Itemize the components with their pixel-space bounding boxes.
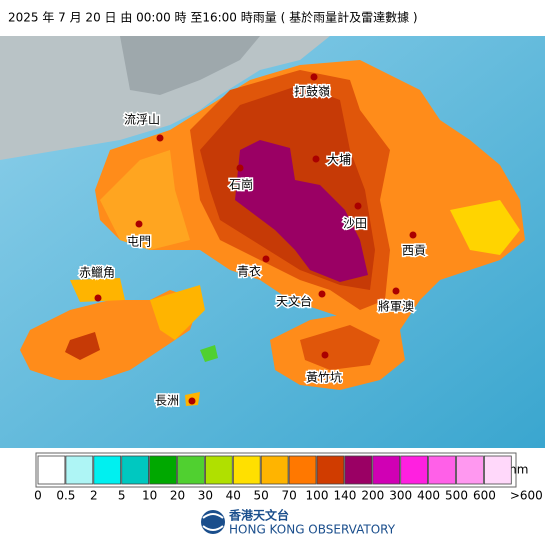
logo-english: HONG KONG OBSERVATORY xyxy=(229,523,396,537)
legend-swatch xyxy=(177,455,205,485)
legend-label: >600 xyxy=(510,489,543,503)
legend-swatch xyxy=(428,455,456,485)
place-label: 赤鱲角 xyxy=(79,266,115,280)
place-label: 黃竹坑 xyxy=(306,370,342,385)
place-label: 屯門 xyxy=(127,235,151,249)
legend-swatch xyxy=(316,455,345,485)
legend-label: 140 xyxy=(333,489,356,503)
legend-label: 30 xyxy=(198,489,213,503)
map xyxy=(0,36,545,448)
legend-label: 200 xyxy=(361,489,384,503)
legend-label: 2 xyxy=(90,489,98,503)
title: 2025 年 7 月 20 日 由 00:00 時 至16:00 時雨量 ( 基… xyxy=(8,10,418,25)
legend-label: 40 xyxy=(226,489,241,503)
legend-swatch xyxy=(372,455,401,485)
place-label: 西貢 xyxy=(402,244,426,258)
place-label: 石崗 xyxy=(229,178,253,192)
place-labels: 打鼓嶺 流浮山 大埔 石崗 沙田 屯門 西貢 青衣 赤鱲角 天文台 將軍澳 黃竹… xyxy=(78,73,428,409)
legend-label: 400 xyxy=(417,489,440,503)
legend-label: 600 xyxy=(473,489,496,503)
legend-label: 5 xyxy=(118,489,126,503)
legend-swatch xyxy=(93,455,122,485)
place-label: 天文台 xyxy=(276,294,312,309)
legend-label: 0.5 xyxy=(56,489,75,503)
legend: mm 0 0.5 2 5 10 20 30 40 50 70 100 140 200 300 400 500 6… xyxy=(34,452,543,503)
legend-swatch xyxy=(65,455,94,485)
legend-swatch xyxy=(400,455,429,485)
logo: 香港天文台 HONG KONG OBSERVATORY xyxy=(201,508,396,537)
legend-label: 20 xyxy=(170,489,185,503)
legend-swatch xyxy=(483,455,512,485)
legend-swatch xyxy=(204,455,233,485)
legend-swatch xyxy=(288,455,317,485)
legend-swatch xyxy=(121,455,149,485)
legend-label: 50 xyxy=(254,489,269,503)
legend-label: 500 xyxy=(445,489,468,503)
place-label: 長洲 xyxy=(155,394,179,408)
place-label: 流浮山 xyxy=(124,113,160,127)
legend-label: 300 xyxy=(389,489,412,503)
legend-swatch xyxy=(149,455,177,485)
legend-swatch xyxy=(37,455,66,485)
legend-swatch xyxy=(260,455,289,485)
place-label: 打鼓嶺 xyxy=(294,85,330,99)
legend-swatch xyxy=(456,455,484,485)
legend-label: 0 xyxy=(34,489,42,503)
legend-label: 70 xyxy=(281,489,296,503)
legend-label: 100 xyxy=(306,489,329,503)
place-label: 將軍澳 xyxy=(378,299,414,314)
place-label: 大埔 xyxy=(327,153,351,167)
logo-name: 香港天文台 xyxy=(228,508,289,523)
legend-swatch xyxy=(344,455,373,485)
legend-swatch xyxy=(232,455,261,485)
place-label: 青衣 xyxy=(237,264,261,279)
legend-label: 10 xyxy=(142,489,157,503)
place-label: 沙田 xyxy=(343,217,367,231)
